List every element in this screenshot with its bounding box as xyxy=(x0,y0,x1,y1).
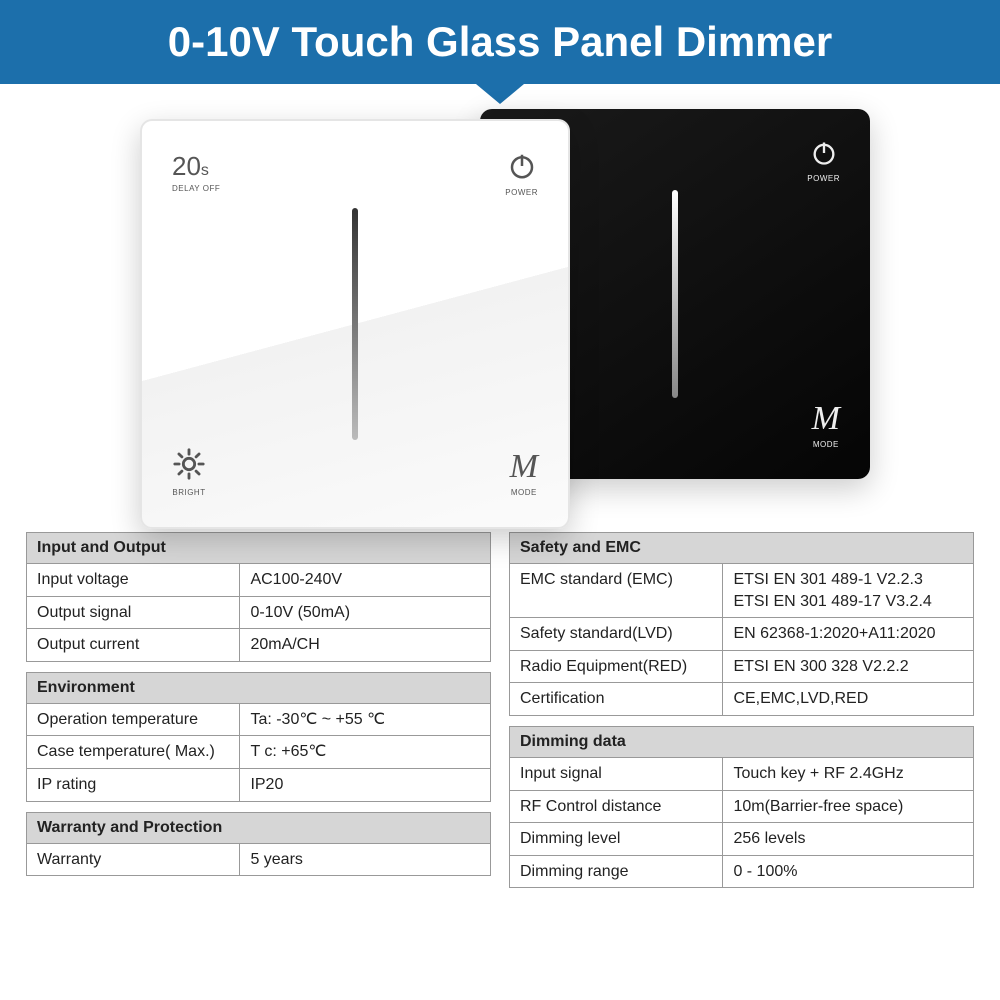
table-row: CertificationCE,EMC,LVD,RED xyxy=(510,683,974,716)
spec-section-header: Environment xyxy=(27,672,491,703)
table-row: Operation temperatureTa: -30℃ ~ +55 ℃ xyxy=(27,703,491,736)
title-banner: 0-10V Touch Glass Panel Dimmer xyxy=(0,0,1000,84)
spec-key: Input voltage xyxy=(27,564,240,597)
table-row: Case temperature( Max.)T c: +65℃ xyxy=(27,736,491,769)
spec-value: AC100-240V xyxy=(240,564,491,597)
spec-tables: Input and OutputInput voltageAC100-240VO… xyxy=(0,524,1000,888)
power-region: POWER xyxy=(807,139,840,183)
spec-key: IP rating xyxy=(27,768,240,801)
spec-value: 10m(Barrier-free space) xyxy=(723,790,974,823)
table-row: Output signal0-10V (50mA) xyxy=(27,596,491,629)
table-row: Warranty5 years xyxy=(27,843,491,876)
table-row: Dimming range0 - 100% xyxy=(510,855,974,888)
spec-value: 5 years xyxy=(240,843,491,876)
spec-value: EN 62368-1:2020+A11:2020 xyxy=(723,618,974,651)
spec-table: Safety and EMCEMC standard (EMC)ETSI EN … xyxy=(509,532,974,716)
table-row: Dimming level256 levels xyxy=(510,823,974,856)
mode-region: M MODE xyxy=(510,448,538,497)
spec-value: ETSI EN 300 328 V2.2.2 xyxy=(723,650,974,683)
spec-section-header: Dimming data xyxy=(510,726,974,757)
product-hero: 20s DELAY OFF POWER BRIGHT M MODE 20s DE… xyxy=(0,84,1000,524)
spec-value: 0 - 100% xyxy=(723,855,974,888)
spec-value: CE,EMC,LVD,RED xyxy=(723,683,974,716)
spec-key: Input signal xyxy=(510,757,723,790)
spec-value: T c: +65℃ xyxy=(240,736,491,769)
spec-key: Certification xyxy=(510,683,723,716)
spec-key: Output current xyxy=(27,629,240,662)
spec-value: ETSI EN 301 489-1 V2.2.3ETSI EN 301 489-… xyxy=(723,564,974,618)
spec-table: EnvironmentOperation temperatureTa: -30℃… xyxy=(26,672,491,802)
spec-table: Dimming dataInput signalTouch key + RF 2… xyxy=(509,726,974,888)
spec-value: Ta: -30℃ ~ +55 ℃ xyxy=(240,703,491,736)
table-row: Output current20mA/CH xyxy=(27,629,491,662)
table-row: IP ratingIP20 xyxy=(27,768,491,801)
spec-key: Radio Equipment(RED) xyxy=(510,650,723,683)
spec-key: RF Control distance xyxy=(510,790,723,823)
banner-title: 0-10V Touch Glass Panel Dimmer xyxy=(168,18,832,65)
product-panel-white: 20s DELAY OFF POWER BRIGHT M MODE xyxy=(140,119,570,529)
table-row: Input voltageAC100-240V xyxy=(27,564,491,597)
delay-off-region: 20s DELAY OFF xyxy=(172,151,220,193)
spec-left-column: Input and OutputInput voltageAC100-240VO… xyxy=(26,532,491,888)
touch-slider xyxy=(352,208,358,440)
table-row: EMC standard (EMC)ETSI EN 301 489-1 V2.2… xyxy=(510,564,974,618)
spec-table: Warranty and ProtectionWarranty5 years xyxy=(26,812,491,877)
spec-section-header: Warranty and Protection xyxy=(27,812,491,843)
table-row: Input signalTouch key + RF 2.4GHz xyxy=(510,757,974,790)
spec-key: Dimming range xyxy=(510,855,723,888)
spec-key: Dimming level xyxy=(510,823,723,856)
power-region: POWER xyxy=(505,151,538,197)
spec-section-header: Safety and EMC xyxy=(510,533,974,564)
spec-right-column: Safety and EMCEMC standard (EMC)ETSI EN … xyxy=(509,532,974,888)
spec-table: Input and OutputInput voltageAC100-240VO… xyxy=(26,532,491,662)
spec-key: Operation temperature xyxy=(27,703,240,736)
spec-value: IP20 xyxy=(240,768,491,801)
mode-region: M MODE xyxy=(812,400,840,449)
spec-key: EMC standard (EMC) xyxy=(510,564,723,618)
spec-value: 0-10V (50mA) xyxy=(240,596,491,629)
spec-key: Safety standard(LVD) xyxy=(510,618,723,651)
power-icon xyxy=(507,151,537,181)
touch-slider xyxy=(672,190,678,399)
bright-region: BRIGHT xyxy=(172,447,206,497)
brightness-icon xyxy=(172,447,206,481)
spec-value: Touch key + RF 2.4GHz xyxy=(723,757,974,790)
table-row: Radio Equipment(RED)ETSI EN 300 328 V2.2… xyxy=(510,650,974,683)
spec-value: 20mA/CH xyxy=(240,629,491,662)
spec-section-header: Input and Output xyxy=(27,533,491,564)
power-icon xyxy=(810,139,838,167)
spec-key: Output signal xyxy=(27,596,240,629)
spec-key: Case temperature( Max.) xyxy=(27,736,240,769)
table-row: Safety standard(LVD)EN 62368-1:2020+A11:… xyxy=(510,618,974,651)
table-row: RF Control distance10m(Barrier-free spac… xyxy=(510,790,974,823)
spec-key: Warranty xyxy=(27,843,240,876)
spec-value: 256 levels xyxy=(723,823,974,856)
